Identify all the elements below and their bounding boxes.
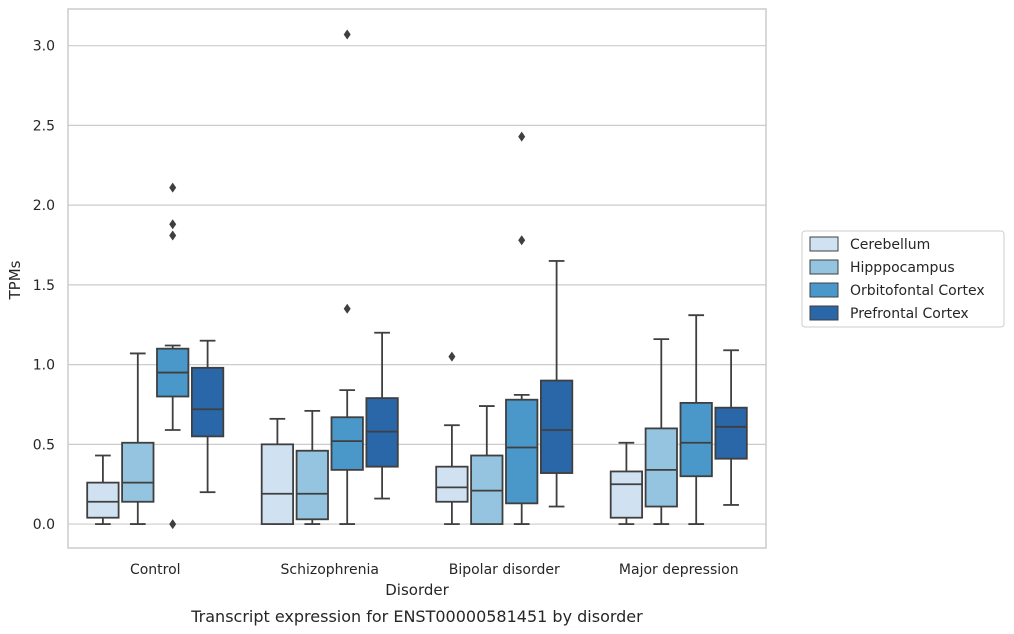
y-axis-label: TPMs	[6, 260, 24, 300]
chart-caption: Transcript expression for ENST0000058145…	[190, 607, 643, 626]
box-hipppocampus	[644, 338, 678, 525]
y-tick-label: 3.0	[33, 39, 55, 55]
box-prefrontal-cortex	[714, 349, 748, 506]
iqr-box	[330, 416, 364, 471]
legend-label: Orbitofontal Cortex	[850, 283, 985, 299]
legend-label: Prefrontal Cortex	[850, 306, 969, 322]
iqr-box	[505, 398, 539, 505]
iqr-box	[644, 427, 678, 508]
iqr-box	[714, 406, 748, 460]
box-cerebellum	[609, 441, 644, 525]
iqr-box	[121, 441, 155, 503]
x-tick-labels: Control Schizophrenia Bipolar disorder Majo…	[130, 562, 739, 578]
box-hipppocampus	[295, 409, 329, 525]
box-cerebellum	[260, 417, 295, 525]
legend-item: Prefrontal Cortex	[809, 305, 969, 322]
outlier-point	[169, 230, 177, 241]
x-tick-label: Schizophrenia	[281, 562, 379, 578]
iqr-box	[190, 366, 225, 438]
box-orbitofontal-cortex	[505, 131, 539, 525]
legend-swatch	[809, 305, 839, 321]
legend-item: Orbitofontal Cortex	[809, 282, 985, 299]
legend: Cerebellum Hipppocampus Orbitofontal Corte…	[801, 230, 1005, 328]
y-tick-label: 1.5	[33, 278, 55, 294]
category-group-major-depression	[609, 314, 748, 525]
legend-label: Hipppocampus	[850, 260, 955, 276]
category-group-schizophrenia	[260, 29, 399, 525]
box-orbitofontal-cortex	[156, 182, 190, 530]
x-axis-label: Disorder	[385, 581, 449, 599]
legend-item: Cerebellum	[809, 236, 930, 253]
y-tick-label: 0.5	[33, 437, 55, 453]
box-groups	[86, 29, 748, 530]
box-cerebellum	[435, 351, 469, 525]
iqr-box	[539, 379, 574, 474]
legend-label: Cerebellum	[850, 237, 930, 253]
outlier-point	[518, 131, 526, 142]
category-group-bipolar-disorder	[435, 131, 574, 525]
box-prefrontal-cortex	[539, 260, 574, 508]
x-tick-label: Bipolar disorder	[449, 562, 560, 578]
iqr-box	[435, 465, 469, 503]
outlier-point	[343, 303, 351, 314]
iqr-box	[679, 401, 713, 478]
box-hipppocampus	[470, 405, 504, 525]
legend-item: Hipppocampus	[809, 259, 955, 276]
outlier-point	[169, 219, 177, 230]
x-tick-label: Control	[130, 562, 181, 578]
y-tick-label: 2.0	[33, 198, 55, 214]
box-prefrontal-cortex	[190, 339, 225, 494]
legend-frame	[801, 230, 1005, 328]
category-group-control	[86, 182, 225, 530]
outlier-point	[518, 235, 526, 246]
outlier-point	[448, 351, 456, 362]
legend-swatch	[809, 282, 839, 298]
iqr-box	[86, 481, 120, 519]
box-hipppocampus	[121, 352, 155, 525]
y-tick-labels: 0.0 0.5 1.0 1.5 2.0 2.5 3.0	[33, 39, 55, 533]
box-orbitofontal-cortex	[330, 29, 364, 525]
legend-swatch	[809, 259, 839, 275]
iqr-box	[609, 470, 644, 519]
y-tick-label: 0.0	[33, 517, 55, 533]
x-tick-label: Major depression	[619, 562, 739, 578]
box-prefrontal-cortex	[365, 331, 399, 500]
outlier-point	[343, 29, 351, 40]
iqr-box	[260, 443, 295, 525]
legend-swatch	[809, 236, 839, 252]
y-tick-label: 2.5	[33, 118, 55, 134]
plot-frame	[67, 8, 767, 549]
box-cerebellum	[86, 454, 120, 525]
iqr-box	[295, 449, 329, 521]
outlier-point	[169, 182, 177, 193]
outlier-point	[169, 519, 177, 530]
y-tick-label: 1.0	[33, 358, 55, 374]
box-orbitofontal-cortex	[679, 314, 713, 525]
